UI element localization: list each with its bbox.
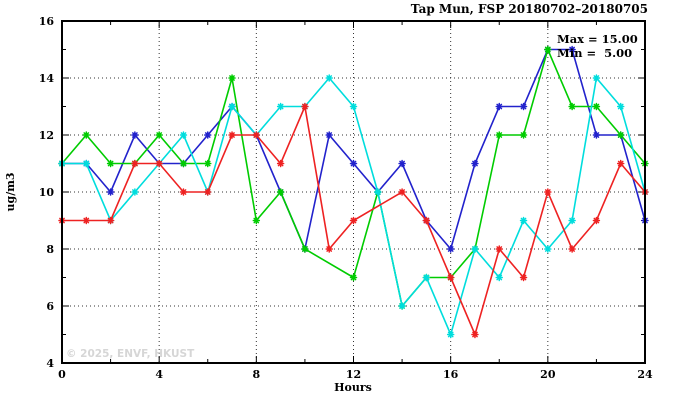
x-axis-label: Hours — [334, 381, 372, 394]
x-tick-label: 4 — [155, 368, 163, 381]
y-tick-label: 6 — [46, 300, 54, 313]
series-cyan — [58, 74, 649, 339]
chart-title: Tap Mun, FSP 20180702–20180705 — [411, 2, 648, 16]
y-tick-label: 8 — [46, 243, 54, 256]
y-tick-label: 16 — [39, 15, 55, 28]
x-tick-label: 12 — [346, 368, 361, 381]
plot-border — [61, 20, 646, 364]
x-tick-label: 8 — [253, 368, 261, 381]
x-tick-label: 24 — [637, 368, 653, 381]
y-tick-label: 14 — [39, 72, 55, 85]
watermark: © 2025, ENVF, HKUST — [66, 348, 195, 360]
x-tick-label: 16 — [443, 368, 459, 381]
series-red — [58, 102, 649, 339]
x-tick-label: 0 — [58, 368, 66, 381]
series-cyan-markers — [58, 74, 649, 339]
y-axis-label: ug/m3 — [4, 173, 17, 212]
y-tick-label: 10 — [39, 186, 55, 199]
series-red-line — [62, 103, 646, 337]
series-green-line — [61, 47, 646, 308]
legend-max-label: Max = 15.00 — [557, 32, 638, 46]
series-cyan-line — [62, 76, 646, 337]
y-tick-label: 4 — [46, 357, 54, 370]
legend-min-label: Min = 5.00 — [557, 46, 632, 60]
x-tick-label: 20 — [540, 368, 556, 381]
y-tick-label: 12 — [39, 129, 54, 142]
